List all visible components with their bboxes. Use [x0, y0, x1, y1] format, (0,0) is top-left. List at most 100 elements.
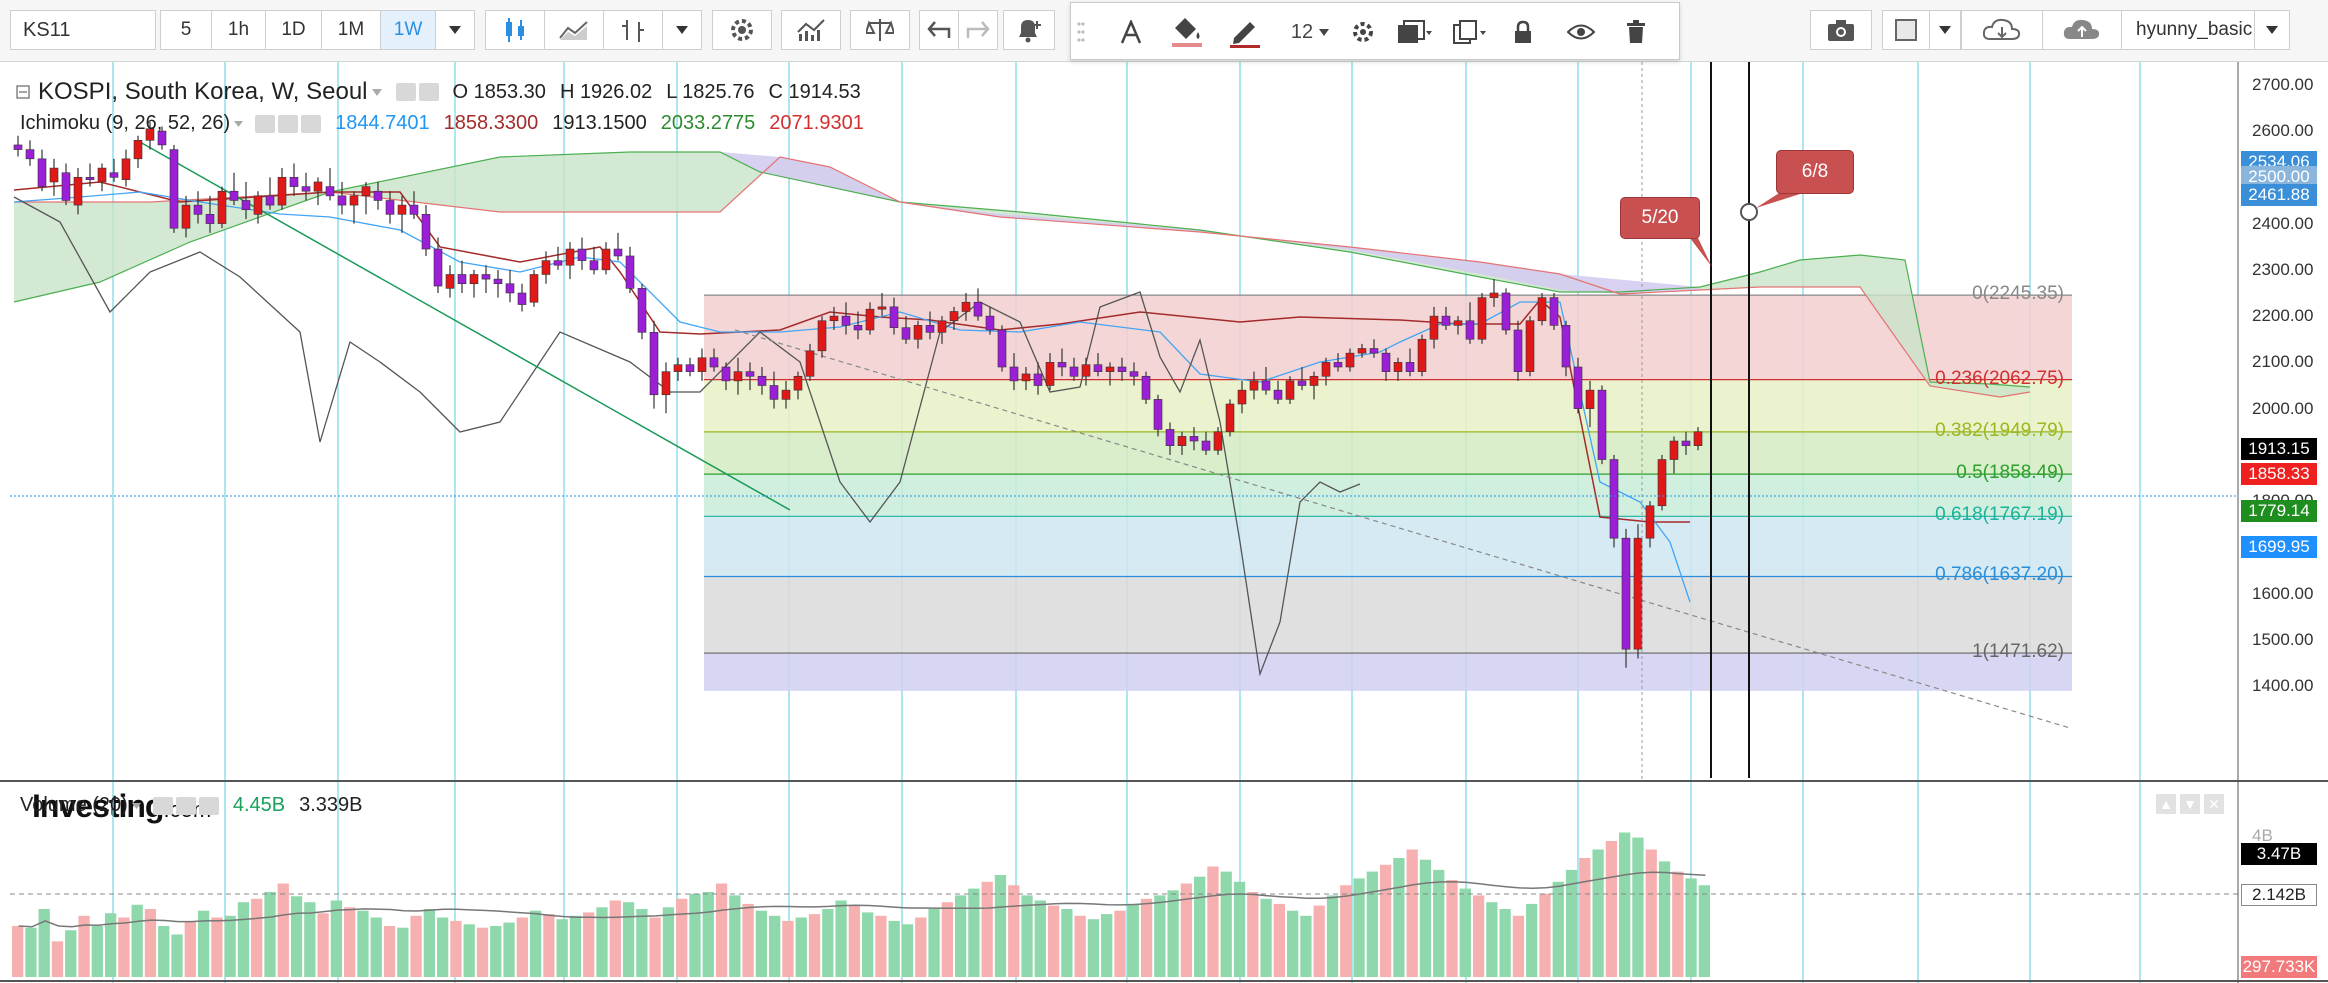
callout-5-20[interactable]: 5/20 — [1620, 197, 1700, 239]
interval-1d[interactable]: 1D — [265, 10, 322, 50]
volume-panel[interactable]: Volume (20) 4.45B 3.339B ▲ ▼ ✕ 4B 3.47B 2.… — [0, 780, 2328, 983]
candles-button[interactable] — [485, 10, 545, 50]
fib-level-label: 0.786(1637.20) — [1935, 564, 2064, 586]
visibility-button[interactable] — [1559, 13, 1603, 51]
user-dropdown[interactable] — [2254, 10, 2290, 50]
drag-handle[interactable] — [1071, 13, 1091, 51]
candle-body — [853, 325, 863, 331]
candle-body — [169, 149, 179, 229]
volume-bar — [1512, 915, 1525, 977]
ohlc-low: L 1825.76 — [666, 80, 755, 103]
interval-1m[interactable]: 1M — [321, 10, 381, 50]
lock-button[interactable] — [1503, 13, 1543, 51]
volume-bar — [277, 883, 289, 977]
load-chart-button[interactable] — [1961, 10, 2043, 50]
candle-body — [1609, 459, 1619, 539]
undo-button[interactable] — [919, 10, 959, 50]
volume-bar — [1340, 885, 1352, 977]
snapshot-button[interactable] — [1810, 10, 1872, 50]
volume-bar — [1672, 871, 1684, 977]
candle-body — [289, 177, 299, 187]
save-chart-button[interactable] — [2042, 10, 2122, 50]
volume-bar — [1619, 832, 1631, 977]
fill-color-button[interactable] — [1163, 13, 1211, 51]
line-chart-button[interactable] — [544, 10, 604, 50]
collapse-icon[interactable] — [16, 85, 30, 99]
volume-bar — [901, 924, 914, 977]
candle-body — [709, 357, 719, 368]
volume-bar — [1034, 900, 1046, 977]
move-down-icon[interactable]: ▼ — [2180, 794, 2200, 814]
chart-settings-button[interactable] — [712, 10, 772, 50]
layout-button[interactable] — [1882, 10, 1930, 50]
visual-order-button[interactable] — [1389, 13, 1439, 51]
candle-body — [1597, 389, 1607, 460]
redo-button[interactable] — [958, 10, 998, 50]
dashed-trend-line[interactable] — [734, 329, 2071, 729]
candle-body — [1309, 375, 1319, 386]
volume-bar — [397, 927, 409, 977]
volume-bar — [556, 919, 568, 977]
delete-button[interactable] — [1616, 13, 1656, 51]
vertical-line-handle[interactable] — [1740, 203, 1758, 221]
grip-icon — [1077, 22, 1085, 42]
callout-6-8[interactable]: 6/8 — [1776, 150, 1854, 194]
volume-chart[interactable] — [0, 782, 2328, 983]
layout-dropdown[interactable] — [1929, 10, 1961, 50]
caret-down-icon[interactable] — [131, 802, 141, 809]
gear-icon[interactable] — [175, 796, 196, 815]
legend-controls[interactable] — [395, 83, 439, 101]
volume-bar — [915, 917, 927, 977]
caret-down-icon[interactable] — [234, 120, 244, 127]
gear-icon[interactable] — [418, 83, 439, 101]
eye-icon[interactable] — [395, 83, 416, 101]
ohlc-close: C 1914.53 — [768, 80, 861, 103]
candle-body — [517, 292, 527, 305]
paint-bucket-icon — [1172, 18, 1202, 47]
eye-icon[interactable] — [255, 114, 276, 133]
bar-type-button[interactable] — [603, 10, 663, 50]
price-axis-label: 2600.00 — [2252, 121, 2314, 141]
price-tag: 1779.14 — [2241, 499, 2317, 522]
user-menu[interactable]: hyunny_basic — [2121, 10, 2255, 50]
volume-controls[interactable] — [152, 796, 219, 815]
interval-1h[interactable]: 1h — [211, 10, 266, 50]
volume-bar — [1127, 903, 1139, 977]
gear-icon[interactable] — [278, 114, 299, 133]
compare-button[interactable] — [850, 10, 910, 50]
alert-button[interactable] — [1003, 10, 1055, 50]
volume-bar — [144, 909, 157, 977]
ichimoku-controls[interactable] — [255, 114, 322, 133]
move-up-icon[interactable]: ▲ — [2156, 794, 2176, 814]
price-tag: 2500.00 — [2241, 166, 2317, 189]
eye-icon[interactable] — [152, 796, 173, 815]
drawing-settings-button[interactable] — [1343, 13, 1383, 51]
candle-body — [1141, 375, 1151, 400]
line-color-button[interactable] — [1221, 13, 1269, 51]
symbol-search[interactable]: KS11 — [10, 10, 156, 50]
font-size-select[interactable]: 12 — [1283, 13, 1337, 51]
indicators-button[interactable] — [781, 10, 841, 50]
text-tool-button[interactable] — [1109, 13, 1153, 51]
candle-body — [613, 248, 623, 257]
close-pane-icon[interactable]: ✕ — [2204, 794, 2224, 814]
caret-down-icon[interactable] — [371, 88, 382, 96]
interval-1w[interactable]: 1W — [380, 10, 436, 50]
price-axis-label: 2700.00 — [2252, 74, 2314, 94]
close-icon[interactable] — [301, 114, 322, 133]
clone-button[interactable] — [1445, 13, 1495, 51]
volume-bar — [197, 910, 210, 977]
interval-5[interactable]: 5 — [160, 10, 212, 50]
candlesticks — [13, 121, 1703, 668]
price-chart[interactable] — [0, 62, 2328, 780]
bar-type-dropdown[interactable] — [662, 10, 702, 50]
close-icon[interactable] — [198, 796, 219, 815]
candle-body — [781, 389, 791, 400]
price-panel[interactable]: KOSPI, South Korea, W, Seoul O 1853.30 H… — [0, 62, 2328, 824]
interval-dropdown[interactable] — [435, 10, 475, 50]
candle-body — [973, 301, 983, 317]
volume-bar — [1220, 871, 1232, 977]
candle-body — [373, 190, 383, 201]
volume-bars — [12, 832, 1710, 977]
